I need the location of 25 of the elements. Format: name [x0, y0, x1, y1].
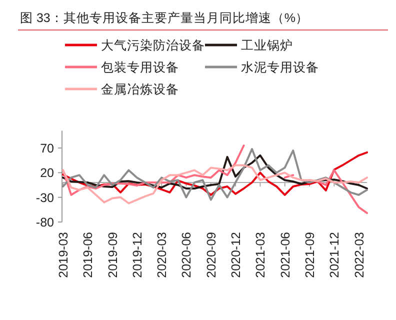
y-tick-label: -30 — [36, 190, 54, 205]
legend-label: 金属冶炼设备 — [101, 82, 179, 96]
x-tick-label: 2020-12 — [229, 232, 244, 278]
x-tick-label: 2021-03 — [254, 232, 268, 278]
x-tick-label: 2019-03 — [56, 232, 70, 278]
x-tick-label: 2021-06 — [278, 232, 292, 278]
x-tick-label: 2019-06 — [81, 232, 96, 278]
legend-label: 水泥专用设备 — [241, 60, 319, 74]
legend-label: 包装专用设备 — [101, 60, 179, 74]
x-tick-label: 2021-12 — [328, 232, 342, 278]
x-tick-label: 2020-06 — [180, 232, 194, 278]
line-series — [62, 164, 368, 204]
y-tick-label: 70 — [40, 142, 54, 156]
line-series — [62, 154, 368, 190]
x-tick-label: 2020-09 — [204, 232, 218, 278]
x-tick-label: 2022-03 — [352, 232, 366, 278]
y-tick-label: 20 — [40, 166, 54, 180]
x-tick-label: 2019-09 — [106, 232, 120, 278]
x-tick-label: 2021-09 — [302, 232, 317, 278]
legend-label: 大气污染防治设备 — [101, 38, 205, 52]
legend-label: 工业锅炉 — [241, 38, 293, 52]
chart-title: 图 33：其他专用设备主要产量当月同比增速（%） — [20, 10, 308, 25]
y-tick-label: -80 — [36, 216, 54, 230]
x-tick-label: 2020-03 — [155, 232, 170, 278]
x-tick-label: 2019-12 — [130, 232, 144, 278]
